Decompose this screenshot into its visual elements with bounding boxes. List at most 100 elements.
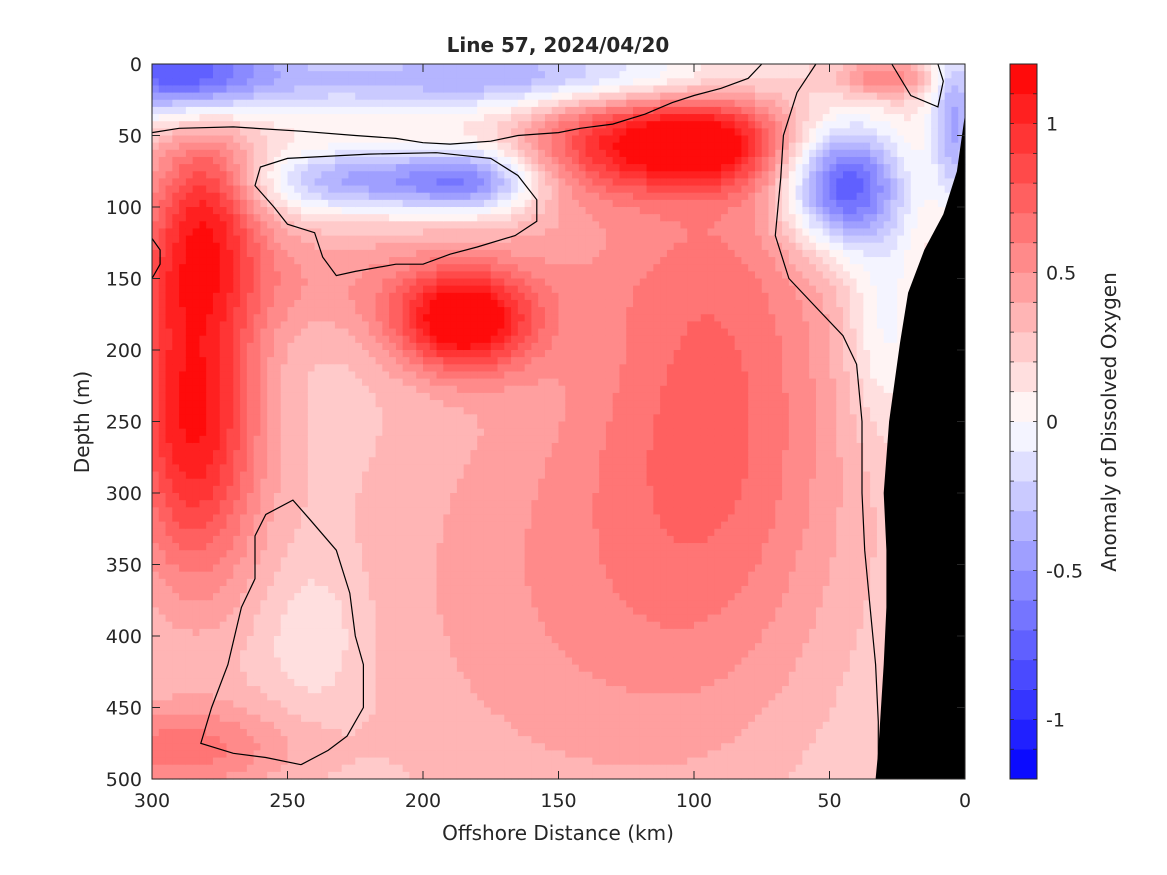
heatmap-cell	[409, 328, 417, 337]
heatmap-cell	[362, 407, 370, 415]
heatmap-cell	[375, 314, 383, 322]
heatmap-cell	[294, 128, 302, 137]
heatmap-cell	[206, 757, 214, 766]
heatmap-cell	[362, 128, 370, 137]
heatmap-cell	[294, 671, 302, 680]
heatmap-cell	[416, 350, 424, 358]
heatmap-cell	[307, 278, 316, 287]
heatmap-cell	[362, 164, 370, 172]
heatmap-cell	[226, 199, 234, 208]
heatmap-cell	[450, 135, 458, 144]
heatmap-cell	[402, 71, 411, 79]
heatmap-cell	[307, 178, 316, 187]
heatmap-cell	[314, 307, 322, 315]
heatmap-cell	[334, 621, 343, 630]
heatmap-cell	[416, 71, 424, 79]
heatmap-cell	[219, 628, 228, 637]
heatmap-cell	[179, 664, 187, 673]
heatmap-cell	[267, 249, 275, 258]
heatmap-cell	[355, 514, 363, 523]
heatmap-cell	[334, 764, 343, 773]
heatmap-cell	[470, 757, 478, 766]
heatmap-cell	[267, 771, 275, 780]
heatmap-cell	[273, 335, 282, 344]
heatmap-cell	[416, 364, 424, 373]
heatmap-cell	[321, 335, 329, 344]
heatmap-cell	[192, 678, 201, 687]
heatmap-cell	[267, 321, 275, 330]
heatmap-cell	[199, 114, 207, 122]
heatmap-cell	[348, 528, 356, 537]
heatmap-cell	[179, 442, 187, 451]
heatmap-cell	[321, 428, 329, 437]
heatmap-cell	[341, 657, 350, 666]
heatmap-cell	[158, 278, 167, 287]
heatmap-cell	[307, 528, 316, 537]
heatmap-cell	[199, 686, 207, 694]
heatmap-cell	[253, 636, 261, 644]
heatmap-cell	[321, 457, 329, 465]
heatmap-cell	[212, 564, 221, 573]
heatmap-cell	[192, 371, 201, 380]
heatmap-cell	[334, 264, 343, 272]
heatmap-cell	[301, 771, 309, 780]
heatmap-cell	[260, 614, 268, 623]
heatmap-cell	[206, 99, 214, 108]
heatmap-cell	[402, 450, 411, 458]
heatmap-cell	[389, 171, 397, 179]
heatmap-cell	[253, 392, 261, 401]
heatmap-cell	[280, 671, 289, 680]
heatmap-cell	[423, 385, 431, 394]
heatmap-cell	[165, 271, 173, 280]
heatmap-cell	[185, 600, 194, 608]
heatmap-cell	[483, 121, 492, 129]
heatmap-cell	[152, 457, 160, 465]
heatmap-cell	[260, 392, 268, 401]
heatmap-cell	[260, 636, 268, 644]
heatmap-cell	[307, 135, 316, 144]
heatmap-cell	[443, 335, 451, 344]
heatmap-cell	[321, 221, 329, 230]
heatmap-cell	[165, 106, 173, 115]
heatmap-cell	[450, 571, 458, 580]
heatmap-cell	[456, 357, 465, 365]
heatmap-cell	[199, 228, 207, 237]
heatmap-cell	[152, 114, 160, 122]
heatmap-cell	[165, 671, 173, 680]
heatmap-cell	[314, 478, 322, 487]
heatmap-cell	[246, 643, 255, 651]
heatmap-cell	[246, 357, 255, 365]
heatmap-cell	[362, 614, 370, 623]
heatmap-cell	[233, 714, 241, 723]
heatmap-cell	[423, 392, 431, 401]
heatmap-cell	[362, 214, 370, 222]
heatmap-cell	[477, 450, 485, 458]
heatmap-cell	[233, 664, 241, 673]
heatmap-cell	[395, 299, 404, 308]
heatmap-cell	[456, 521, 465, 530]
heatmap-cell	[267, 221, 275, 230]
heatmap-cell	[260, 450, 268, 458]
heatmap-cell	[368, 335, 377, 344]
heatmap-cell	[294, 435, 302, 444]
heatmap-cell	[179, 636, 187, 644]
heatmap-cell	[382, 442, 390, 451]
heatmap-cell	[199, 106, 207, 115]
heatmap-cell	[212, 643, 221, 651]
heatmap-cell	[233, 743, 241, 751]
heatmap-cell	[423, 435, 431, 444]
heatmap-cell	[219, 700, 228, 709]
heatmap-cell	[395, 736, 404, 744]
heatmap-cell	[253, 271, 261, 280]
heatmap-cell	[362, 600, 370, 608]
heatmap-cell	[483, 693, 492, 701]
heatmap-cell	[463, 621, 472, 630]
heatmap-cell	[423, 156, 431, 165]
heatmap-cell	[416, 185, 424, 194]
heatmap-cell	[280, 78, 289, 87]
heatmap-cell	[212, 321, 221, 330]
heatmap-cell	[273, 414, 282, 423]
heatmap-cell	[416, 207, 424, 215]
heatmap-cell	[334, 514, 343, 523]
heatmap-cell	[287, 607, 295, 616]
